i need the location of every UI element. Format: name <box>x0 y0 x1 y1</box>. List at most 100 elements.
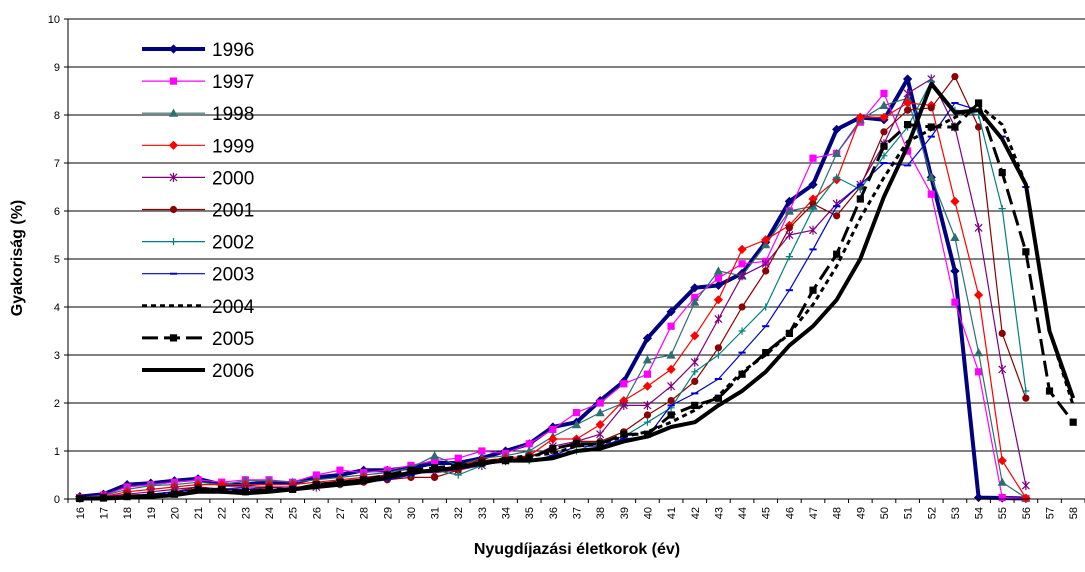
series-line-2006 <box>79 81 1076 501</box>
y-tick-label: 8 <box>54 110 60 122</box>
legend-marker-2005 <box>169 334 178 342</box>
data-point-1998 <box>973 348 984 357</box>
data-point-1997 <box>430 457 439 465</box>
x-tick-label: 51 <box>903 507 915 519</box>
data-point-1997 <box>738 260 746 268</box>
y-tick-label: 5 <box>54 254 60 266</box>
data-point-2001 <box>430 473 439 481</box>
y-axis-title: Gyakoriság (%) <box>9 200 26 316</box>
y-tick-label: 10 <box>48 14 60 26</box>
data-point-2002 <box>738 327 746 335</box>
data-point-1996 <box>784 196 794 206</box>
data-point-1997 <box>572 409 581 417</box>
data-point-2005 <box>194 485 202 493</box>
data-point-1997 <box>998 493 1006 502</box>
x-tick-label: 30 <box>406 507 418 519</box>
data-point-2005 <box>383 471 391 479</box>
data-point-2005 <box>312 481 320 489</box>
legend: 1996 1997 1998 1999 2000 2001 2002 2003 2004 2005… <box>142 40 255 382</box>
data-point-1996 <box>973 492 984 503</box>
data-point-2005 <box>856 195 864 203</box>
data-point-1997 <box>880 89 888 97</box>
x-tick-label: 32 <box>453 507 465 519</box>
data-point-1999 <box>595 420 605 430</box>
data-point-1998 <box>832 148 842 157</box>
data-point-1998 <box>879 100 889 109</box>
data-point-1996 <box>666 307 676 317</box>
data-point-2005 <box>360 476 368 484</box>
data-point-1998 <box>784 206 794 215</box>
x-tick-label: 36 <box>548 507 560 519</box>
data-point-2000 <box>738 271 747 281</box>
data-point-2002 <box>1022 387 1030 395</box>
x-tick-label: 20 <box>169 507 181 519</box>
data-point-2001 <box>974 123 983 131</box>
gridlines <box>68 18 1085 452</box>
data-point-2005 <box>549 445 557 453</box>
data-point-2005 <box>596 440 604 448</box>
data-point-2001 <box>880 128 888 136</box>
legend-label-2004: 2004 <box>212 297 255 318</box>
data-point-1999 <box>217 480 227 490</box>
y-tick-label: 1 <box>54 446 60 458</box>
x-tick-label: 44 <box>737 507 749 519</box>
x-tick-label: 54 <box>974 507 986 519</box>
data-point-1996 <box>832 124 842 134</box>
data-point-2005 <box>336 478 344 486</box>
data-point-1997 <box>312 471 320 479</box>
data-point-2005 <box>1022 248 1030 256</box>
data-point-1997 <box>478 447 486 455</box>
data-point-2001 <box>762 267 770 275</box>
legend-marker-1997 <box>169 77 178 85</box>
data-point-1999 <box>737 244 747 254</box>
data-point-2001 <box>785 224 793 232</box>
data-point-2000 <box>974 223 983 233</box>
data-point-2001 <box>738 303 746 311</box>
x-tick-label: 25 <box>288 507 300 519</box>
x-tick-label: 49 <box>855 507 867 519</box>
data-point-2001 <box>998 329 1006 337</box>
data-point-2000 <box>903 88 912 98</box>
data-point-2005 <box>738 370 746 378</box>
legend-marker-1999 <box>168 140 179 150</box>
data-point-1998 <box>524 446 534 455</box>
y-tick-label: 2 <box>54 398 60 410</box>
data-point-2005 <box>430 464 439 472</box>
data-point-2005 <box>525 454 533 462</box>
x-tick-label: 53 <box>950 507 962 519</box>
y-tick-label: 3 <box>54 350 60 362</box>
data-point-2001 <box>833 212 841 220</box>
legend-label-2000: 2000 <box>212 168 254 189</box>
data-point-2005 <box>998 169 1006 177</box>
x-tick-label: 16 <box>75 507 87 519</box>
x-tick-label: 55 <box>997 507 1009 519</box>
legend-item-1996: 1996 <box>142 40 254 61</box>
y-tick-label: 0 <box>54 494 60 506</box>
legend-marker-1998 <box>168 108 179 117</box>
x-tick-label: 46 <box>784 507 796 519</box>
data-point-1997 <box>549 425 557 433</box>
data-point-2001 <box>904 106 912 114</box>
data-point-2005 <box>974 99 983 107</box>
x-tick-label: 24 <box>264 507 276 519</box>
data-point-2005 <box>809 286 817 294</box>
data-point-2002 <box>998 205 1006 213</box>
data-point-2002 <box>856 185 864 193</box>
x-tick-label: 38 <box>595 507 607 519</box>
data-point-2000 <box>643 400 652 410</box>
data-point-2005 <box>620 430 628 438</box>
x-tick-label: 33 <box>477 507 489 519</box>
legend-item-1997: 1997 <box>142 72 254 93</box>
data-point-2005 <box>407 466 415 474</box>
data-point-1999 <box>713 295 724 305</box>
legend-item-2000: 2000 <box>142 168 254 189</box>
data-point-2002 <box>809 205 817 213</box>
data-point-1996 <box>690 283 700 293</box>
data-point-1997 <box>809 154 817 162</box>
data-point-2001 <box>927 104 935 112</box>
legend-label-2001: 2001 <box>212 201 254 222</box>
data-point-2005 <box>785 329 793 337</box>
data-point-2005 <box>667 411 675 419</box>
